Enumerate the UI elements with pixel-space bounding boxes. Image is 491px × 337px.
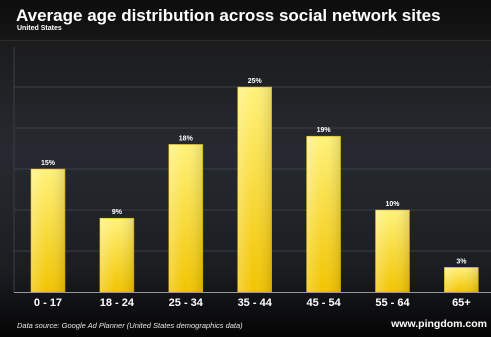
data-source-note: Data source: Google Ad Planner (United S… (17, 321, 243, 330)
bar-sheen (375, 210, 410, 292)
bar-value-label: 19% (317, 127, 332, 134)
x-tick-label: 35 - 44 (238, 297, 273, 309)
x-tick-label: 18 - 24 (100, 297, 135, 309)
chart-subtitle: United States (17, 25, 62, 32)
bar-value-label: 18% (179, 135, 194, 142)
bar-sheen (306, 136, 341, 292)
bar-sheen (99, 218, 134, 292)
bar-sheen (237, 87, 272, 292)
bar-sheen (31, 169, 65, 292)
bar-sheen (444, 267, 479, 292)
bar-value-label: 15% (41, 160, 56, 167)
chart-title: Average age distribution across social n… (16, 6, 441, 25)
brand-url: www.pingdom.com (391, 318, 487, 330)
x-tick-label: 65+ (452, 297, 471, 309)
bar-sheen (168, 144, 203, 292)
bar-value-label: 25% (248, 78, 263, 85)
x-tick-label: 25 - 34 (169, 297, 204, 309)
x-tick-label: 0 - 17 (34, 297, 62, 309)
chart-header: Average age distribution across social n… (0, 0, 491, 41)
bar-value-label: 3% (456, 258, 467, 265)
x-tick-label: 45 - 54 (306, 297, 341, 309)
bar-value-label: 10% (385, 201, 400, 208)
bar-value-label: 9% (112, 209, 123, 216)
x-tick-label: 55 - 64 (375, 297, 410, 309)
